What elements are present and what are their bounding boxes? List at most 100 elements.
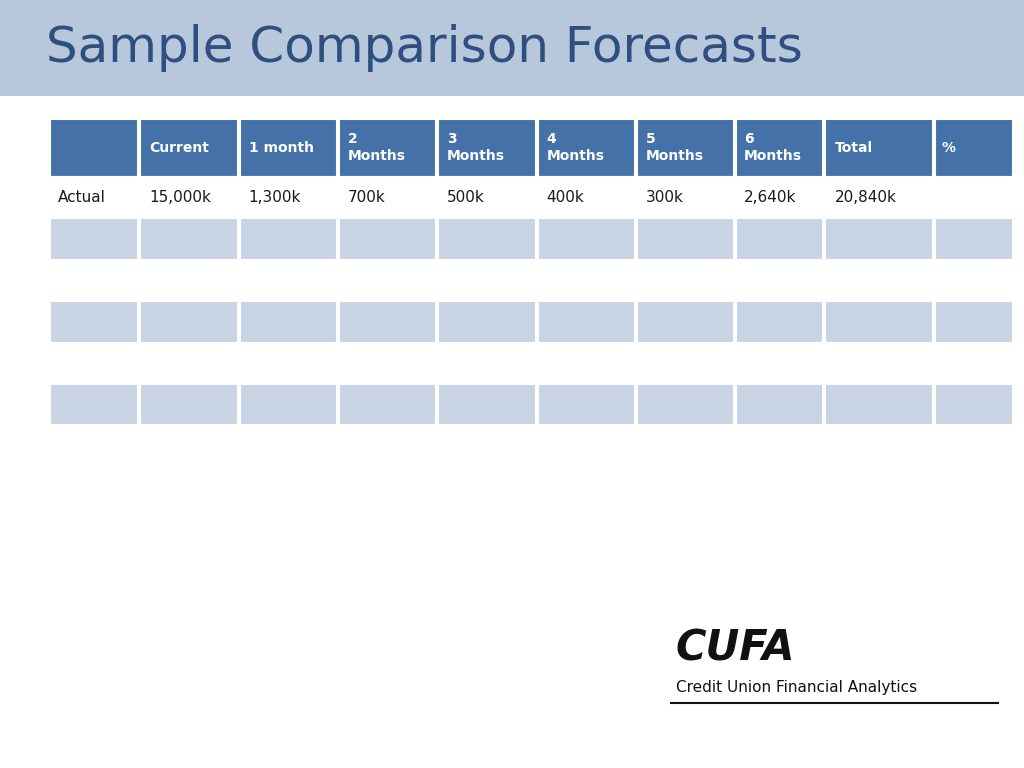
Bar [140, 260, 238, 301]
Text: Actual: Actual [58, 190, 106, 205]
Bar [140, 301, 238, 343]
Bar [538, 119, 635, 177]
Bar [825, 343, 933, 384]
Text: 1 month: 1 month [249, 141, 313, 155]
Bar [240, 425, 337, 467]
Text: 500k: 500k [447, 190, 485, 205]
Text: 700k: 700k [348, 190, 386, 205]
Bar [935, 384, 1013, 425]
Bar [825, 301, 933, 343]
Bar [736, 119, 823, 177]
Bar [339, 425, 436, 467]
Text: 2
Months: 2 Months [348, 132, 406, 164]
Bar [825, 425, 933, 467]
Bar [140, 177, 238, 218]
Bar [736, 425, 823, 467]
Bar [339, 384, 436, 425]
Bar [438, 343, 536, 384]
Bar [637, 177, 734, 218]
Bar [438, 425, 536, 467]
Bar [736, 343, 823, 384]
Text: 2,640k: 2,640k [744, 190, 797, 205]
Bar [935, 119, 1013, 177]
Bar [736, 260, 823, 301]
Bar [50, 343, 138, 384]
Bar [538, 425, 635, 467]
Bar [736, 301, 823, 343]
Bar [637, 301, 734, 343]
Bar [0, 0, 1024, 96]
Bar [50, 425, 138, 467]
Text: Current: Current [150, 141, 209, 155]
Bar [50, 260, 138, 301]
Text: 20,840k: 20,840k [836, 190, 897, 205]
Bar [736, 218, 823, 260]
Bar [438, 301, 536, 343]
Bar [140, 343, 238, 384]
Bar [438, 260, 536, 301]
Bar [240, 177, 337, 218]
Bar [339, 343, 436, 384]
Bar [935, 218, 1013, 260]
Bar [240, 343, 337, 384]
Bar [240, 260, 337, 301]
Bar [736, 384, 823, 425]
Text: 5
Months: 5 Months [646, 132, 703, 164]
Bar [538, 177, 635, 218]
Bar [825, 218, 933, 260]
Bar [825, 384, 933, 425]
Bar [637, 119, 734, 177]
Bar [637, 343, 734, 384]
Bar [825, 119, 933, 177]
Bar [538, 301, 635, 343]
Bar [50, 301, 138, 343]
Bar [935, 301, 1013, 343]
Text: Total: Total [836, 141, 873, 155]
Bar [240, 218, 337, 260]
Bar [240, 119, 337, 177]
Bar [339, 119, 436, 177]
Bar [50, 177, 138, 218]
Bar [339, 260, 436, 301]
Bar [438, 119, 536, 177]
Bar [339, 218, 436, 260]
Bar [736, 177, 823, 218]
Bar [825, 177, 933, 218]
Text: 300k: 300k [646, 190, 684, 205]
Bar [637, 260, 734, 301]
Bar [140, 218, 238, 260]
Text: CUFA: CUFA [676, 628, 796, 670]
Bar [438, 177, 536, 218]
Bar [935, 343, 1013, 384]
Bar [438, 218, 536, 260]
Bar [637, 425, 734, 467]
Bar [538, 218, 635, 260]
Bar [339, 177, 436, 218]
Bar [538, 260, 635, 301]
Bar [140, 119, 238, 177]
Bar [935, 425, 1013, 467]
Bar [50, 384, 138, 425]
Bar [50, 218, 138, 260]
Bar [935, 177, 1013, 218]
Text: %: % [942, 141, 955, 155]
Bar [339, 301, 436, 343]
Text: 1,300k: 1,300k [249, 190, 301, 205]
Bar [140, 384, 238, 425]
Text: Sample Comparison Forecasts: Sample Comparison Forecasts [46, 24, 803, 72]
Bar [825, 260, 933, 301]
Bar [50, 119, 138, 177]
Text: 3
Months: 3 Months [447, 132, 505, 164]
Text: 6
Months: 6 Months [744, 132, 802, 164]
Bar [240, 384, 337, 425]
Text: 15,000k: 15,000k [150, 190, 211, 205]
Text: Credit Union Financial Analytics: Credit Union Financial Analytics [676, 680, 916, 695]
Bar [438, 384, 536, 425]
Bar [637, 218, 734, 260]
Bar [140, 425, 238, 467]
Bar [538, 384, 635, 425]
Bar [637, 384, 734, 425]
Bar [538, 343, 635, 384]
Bar [935, 260, 1013, 301]
Text: 4
Months: 4 Months [547, 132, 604, 164]
